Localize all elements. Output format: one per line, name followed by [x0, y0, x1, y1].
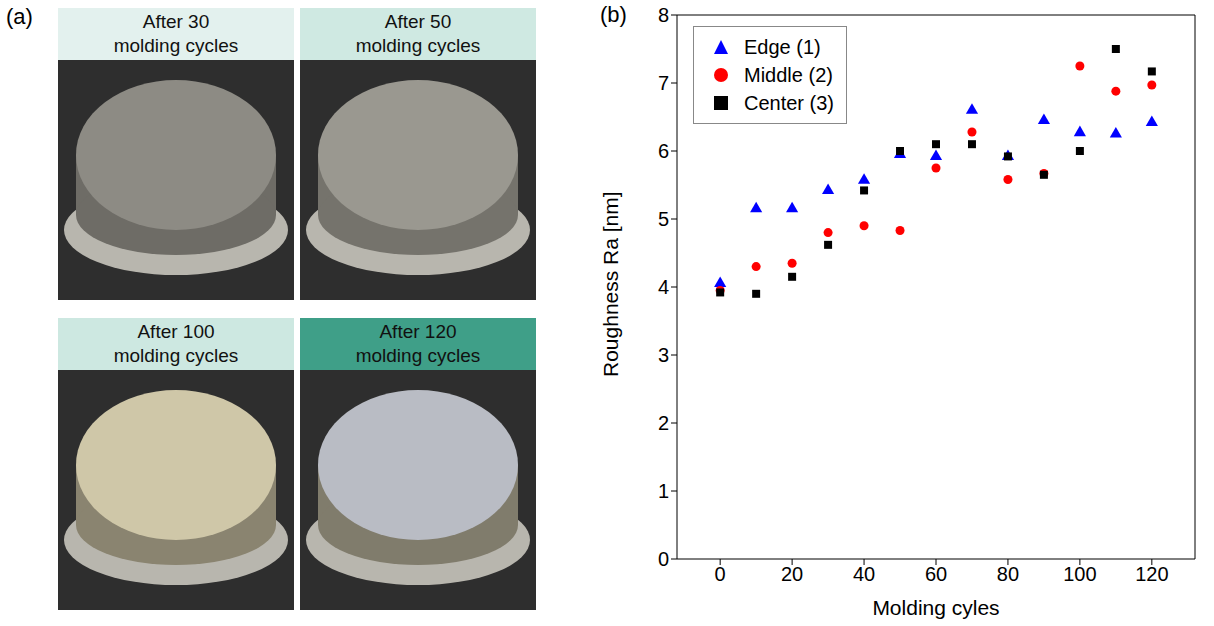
svg-text:0: 0 — [658, 548, 669, 570]
svg-text:Roughness Ra [nm]: Roughness Ra [nm] — [600, 191, 622, 377]
svg-text:120: 120 — [1135, 563, 1168, 585]
html-text:After 100: After 100 — [137, 321, 215, 342]
html-text:(b): (b) — [600, 2, 627, 27]
svg-text:7: 7 — [658, 72, 669, 94]
svg-text:1: 1 — [658, 480, 669, 502]
html-text:After 50: After 50 — [384, 11, 452, 32]
svg-text:80: 80 — [997, 563, 1019, 585]
svg-text:0: 0 — [715, 563, 726, 585]
html-text:After 120: After 120 — [379, 321, 457, 342]
html-text:molding cycles: molding cycles — [113, 345, 239, 366]
svg-text:6: 6 — [658, 140, 669, 162]
html-text:(a): (a) — [6, 4, 33, 29]
svg-text:8: 8 — [658, 4, 669, 26]
html-text:molding cycles: molding cycles — [355, 35, 481, 56]
html-text:Center (3): Center (3) — [744, 91, 834, 114]
html-text:After 30: After 30 — [142, 11, 210, 32]
html-text:Edge (1): Edge (1) — [744, 35, 821, 58]
html-text:molding cycles: molding cycles — [113, 35, 239, 56]
svg-text:60: 60 — [925, 563, 947, 585]
svg-text:4: 4 — [658, 276, 669, 298]
html-text:Middle (2): Middle (2) — [744, 63, 833, 86]
svg-text:20: 20 — [781, 563, 803, 585]
svg-text:5: 5 — [658, 208, 669, 230]
svg-text:40: 40 — [853, 563, 875, 585]
svg-text:Molding cyles: Molding cyles — [872, 596, 999, 619]
svg-text:3: 3 — [658, 344, 669, 366]
html-text:molding cycles: molding cycles — [355, 345, 481, 366]
svg-text:100: 100 — [1063, 563, 1096, 585]
svg-text:2: 2 — [658, 412, 669, 434]
